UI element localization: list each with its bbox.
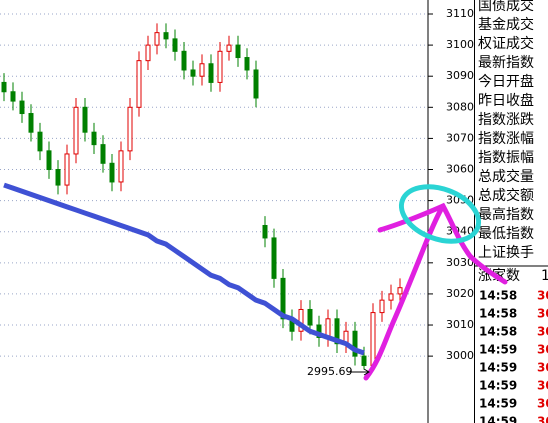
candle-body (163, 32, 169, 40)
tick-time: 14:59 (479, 361, 517, 375)
tick-value: 30 (537, 307, 548, 321)
y-tick-label: 3100 (446, 38, 474, 51)
y-tick-label: 3030 (446, 256, 474, 269)
candle-body (100, 144, 106, 164)
candle-body (91, 131, 97, 146)
y-tick-label: 3110 (446, 7, 474, 20)
candle-body (352, 330, 358, 357)
candle-body (37, 131, 43, 152)
candle-body (370, 312, 376, 366)
candle-body (271, 237, 277, 279)
candle-body (244, 57, 250, 71)
grid: 3000301030203030304030503060307030803090… (0, 7, 474, 362)
annotation-circle (398, 184, 482, 244)
candle-body (397, 287, 403, 295)
candle-body (109, 162, 115, 183)
side-panel: 国债成交基金成交权证成交最新指数今日开盘昨日收盘指数涨跌指数涨幅指数振幅总成交量… (478, 0, 548, 423)
low-annotation: 2995.69 (307, 365, 353, 378)
candle-body (181, 50, 187, 71)
candle-body (298, 308, 304, 332)
y-tick-label: 3010 (446, 318, 474, 331)
moving-average-line (3, 182, 365, 356)
panel-label: 总成交量 (478, 168, 534, 185)
panel-label: 指数振幅 (478, 150, 534, 166)
candle-body (379, 299, 385, 314)
candle-body (199, 63, 205, 77)
panel-value: 1 (541, 268, 548, 284)
candle-body (145, 44, 151, 62)
candle-body (172, 38, 178, 52)
candle-body (226, 44, 232, 52)
candle-body (28, 113, 34, 133)
annotation-arrow (363, 368, 370, 376)
tick-value: 30 (537, 361, 548, 375)
y-tick-label: 3000 (446, 349, 474, 362)
panel-label: 指数涨跌 (478, 112, 534, 128)
annotation-stroke (363, 203, 446, 381)
candle-body (280, 277, 286, 320)
tick-time: 14:58 (479, 289, 517, 303)
candle-body (73, 106, 79, 155)
panel-label: 总成交额 (478, 187, 534, 204)
candle-body (190, 69, 196, 77)
tick-value: 30 (537, 325, 548, 339)
tick-value: 30 (537, 397, 548, 411)
tick-time: 14:59 (479, 343, 517, 357)
y-tick-label: 3090 (446, 69, 474, 82)
candle-body (82, 106, 88, 133)
tick-time: 14:58 (479, 307, 517, 321)
panel-label: 最低指数 (478, 226, 534, 242)
tick-time: 14:59 (479, 415, 517, 423)
plot-area (1, 23, 403, 370)
tick-time: 14:59 (479, 397, 517, 411)
candle-body (235, 44, 241, 59)
panel-label: 今日开盘 (478, 73, 534, 90)
tick-value: 30 (537, 415, 548, 423)
candle-body (136, 60, 142, 108)
y-tick-label: 3070 (446, 131, 474, 144)
panel-label: 最新指数 (478, 55, 534, 71)
candle-body (1, 81, 7, 93)
candle-body (361, 355, 367, 366)
tick-time: 14:58 (479, 325, 517, 339)
candle-body (64, 153, 70, 186)
candle-body (334, 318, 340, 345)
candle-body (388, 293, 394, 301)
candle-body (118, 150, 124, 183)
panel-label: 权证成交 (478, 35, 534, 52)
panel-label: 昨日收盘 (478, 92, 534, 109)
candle-body (127, 106, 133, 152)
panel-label: 国债成交 (478, 0, 534, 14)
candle-body (307, 308, 313, 326)
candle-body (217, 50, 223, 83)
candle-body (10, 91, 16, 102)
panel-label: 基金成交 (478, 16, 534, 33)
candle-body (208, 63, 214, 83)
candle-body (55, 169, 61, 186)
tick-value: 30 (537, 343, 548, 357)
y-tick-label: 3060 (446, 163, 474, 176)
candle-body (262, 224, 268, 239)
tick-value: 30 (537, 379, 548, 393)
panel-label: 最高指数 (478, 206, 534, 223)
y-tick-label: 3020 (446, 287, 474, 300)
candle-body (253, 69, 259, 99)
tick-time: 14:59 (479, 379, 517, 393)
panel-label: 上证换手 (478, 244, 534, 261)
panel-label: 指数涨幅 (478, 131, 534, 147)
candle-body (19, 100, 25, 115)
candle-body (154, 32, 160, 46)
candle-body (46, 150, 52, 171)
tick-value: 30 (537, 289, 548, 303)
y-tick-label: 3080 (446, 100, 474, 113)
